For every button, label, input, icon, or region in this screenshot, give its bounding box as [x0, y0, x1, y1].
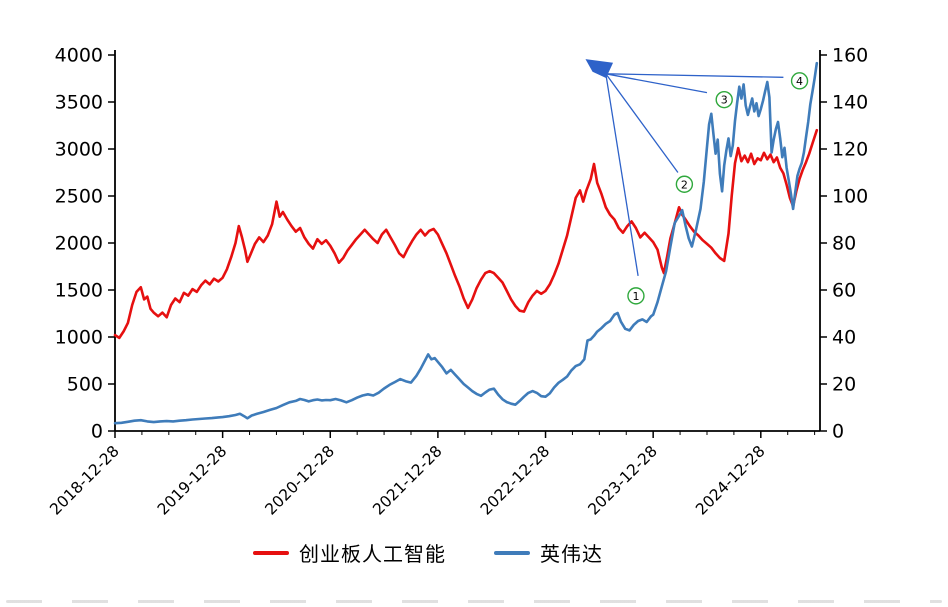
cropped-next-row-artifact [6, 600, 942, 603]
legend-item-chinext-ai: 创业板人工智能 [253, 538, 446, 567]
x-tick-label: 2023-12-28 [585, 442, 661, 518]
annotation-number-2: 2 [681, 178, 688, 191]
x-tick-label: 2018-12-28 [46, 442, 122, 518]
dual-axis-line-chart: 0 500 1000 1500 2000 2500 3000 3500 4000 0 20 40 60 8… [46, 45, 868, 519]
y-left-tick-label: 1000 [55, 327, 103, 349]
annotation-circle-2 [675, 175, 694, 193]
y-left-tick-label: 1500 [55, 280, 103, 302]
annotation-number-3: 3 [721, 94, 728, 107]
y-right-tick-label: 0 [832, 421, 844, 443]
callout-leader-line-2 [605, 73, 679, 173]
y-right-tick-label: 20 [832, 374, 856, 396]
series-line-right [113, 61, 819, 425]
y-left-tick-label: 3000 [55, 139, 103, 161]
legend-item-nvidia: 英伟达 [494, 538, 603, 567]
y-right-tick-label: 80 [832, 233, 856, 255]
x-tick-label: 2021-12-28 [369, 442, 445, 518]
chart-legend: 创业板人工智能 英伟达 [0, 538, 856, 567]
annotation-number-1: 1 [632, 290, 639, 303]
annotation-circle-1 [627, 287, 645, 305]
blue-line-swatch [494, 550, 530, 555]
callout-leader-line-4 [605, 73, 784, 78]
callout-leader-line-3 [605, 73, 708, 94]
callout-flag-icon [585, 59, 614, 78]
legend-label-chinext-ai: 创业板人工智能 [299, 542, 446, 566]
x-tick-label: 2024-12-28 [692, 442, 768, 518]
y-right-tick-label: 140 [832, 92, 868, 114]
y-left-tick-label: 2500 [55, 186, 103, 208]
callout-leader-line-1 [605, 73, 639, 277]
y-left-tick-label: 2000 [55, 233, 103, 255]
y-left-tick-label: 4000 [55, 45, 103, 67]
x-tick-label: 2020-12-28 [262, 442, 338, 518]
legend-label-nvidia: 英伟达 [540, 542, 603, 566]
y-left-tick-label: 0 [91, 421, 103, 443]
annotation-number-4: 4 [796, 75, 803, 88]
y-right-tick-label: 100 [832, 186, 868, 208]
annotation-circle-3 [715, 90, 733, 109]
x-tick-label: 2022-12-28 [477, 442, 553, 518]
red-line-swatch [253, 550, 289, 555]
y-right-tick-label: 60 [832, 280, 856, 302]
y-left-tick-label: 3500 [55, 92, 103, 114]
y-right-tick-label: 120 [832, 139, 868, 161]
y-left-tick-label: 500 [67, 374, 103, 396]
annotation-circle-4 [790, 72, 809, 90]
x-tick-label: 2019-12-28 [154, 442, 230, 518]
y-right-tick-label: 40 [832, 327, 856, 349]
series-line-left [113, 128, 819, 340]
y-right-tick-label: 160 [832, 45, 868, 67]
